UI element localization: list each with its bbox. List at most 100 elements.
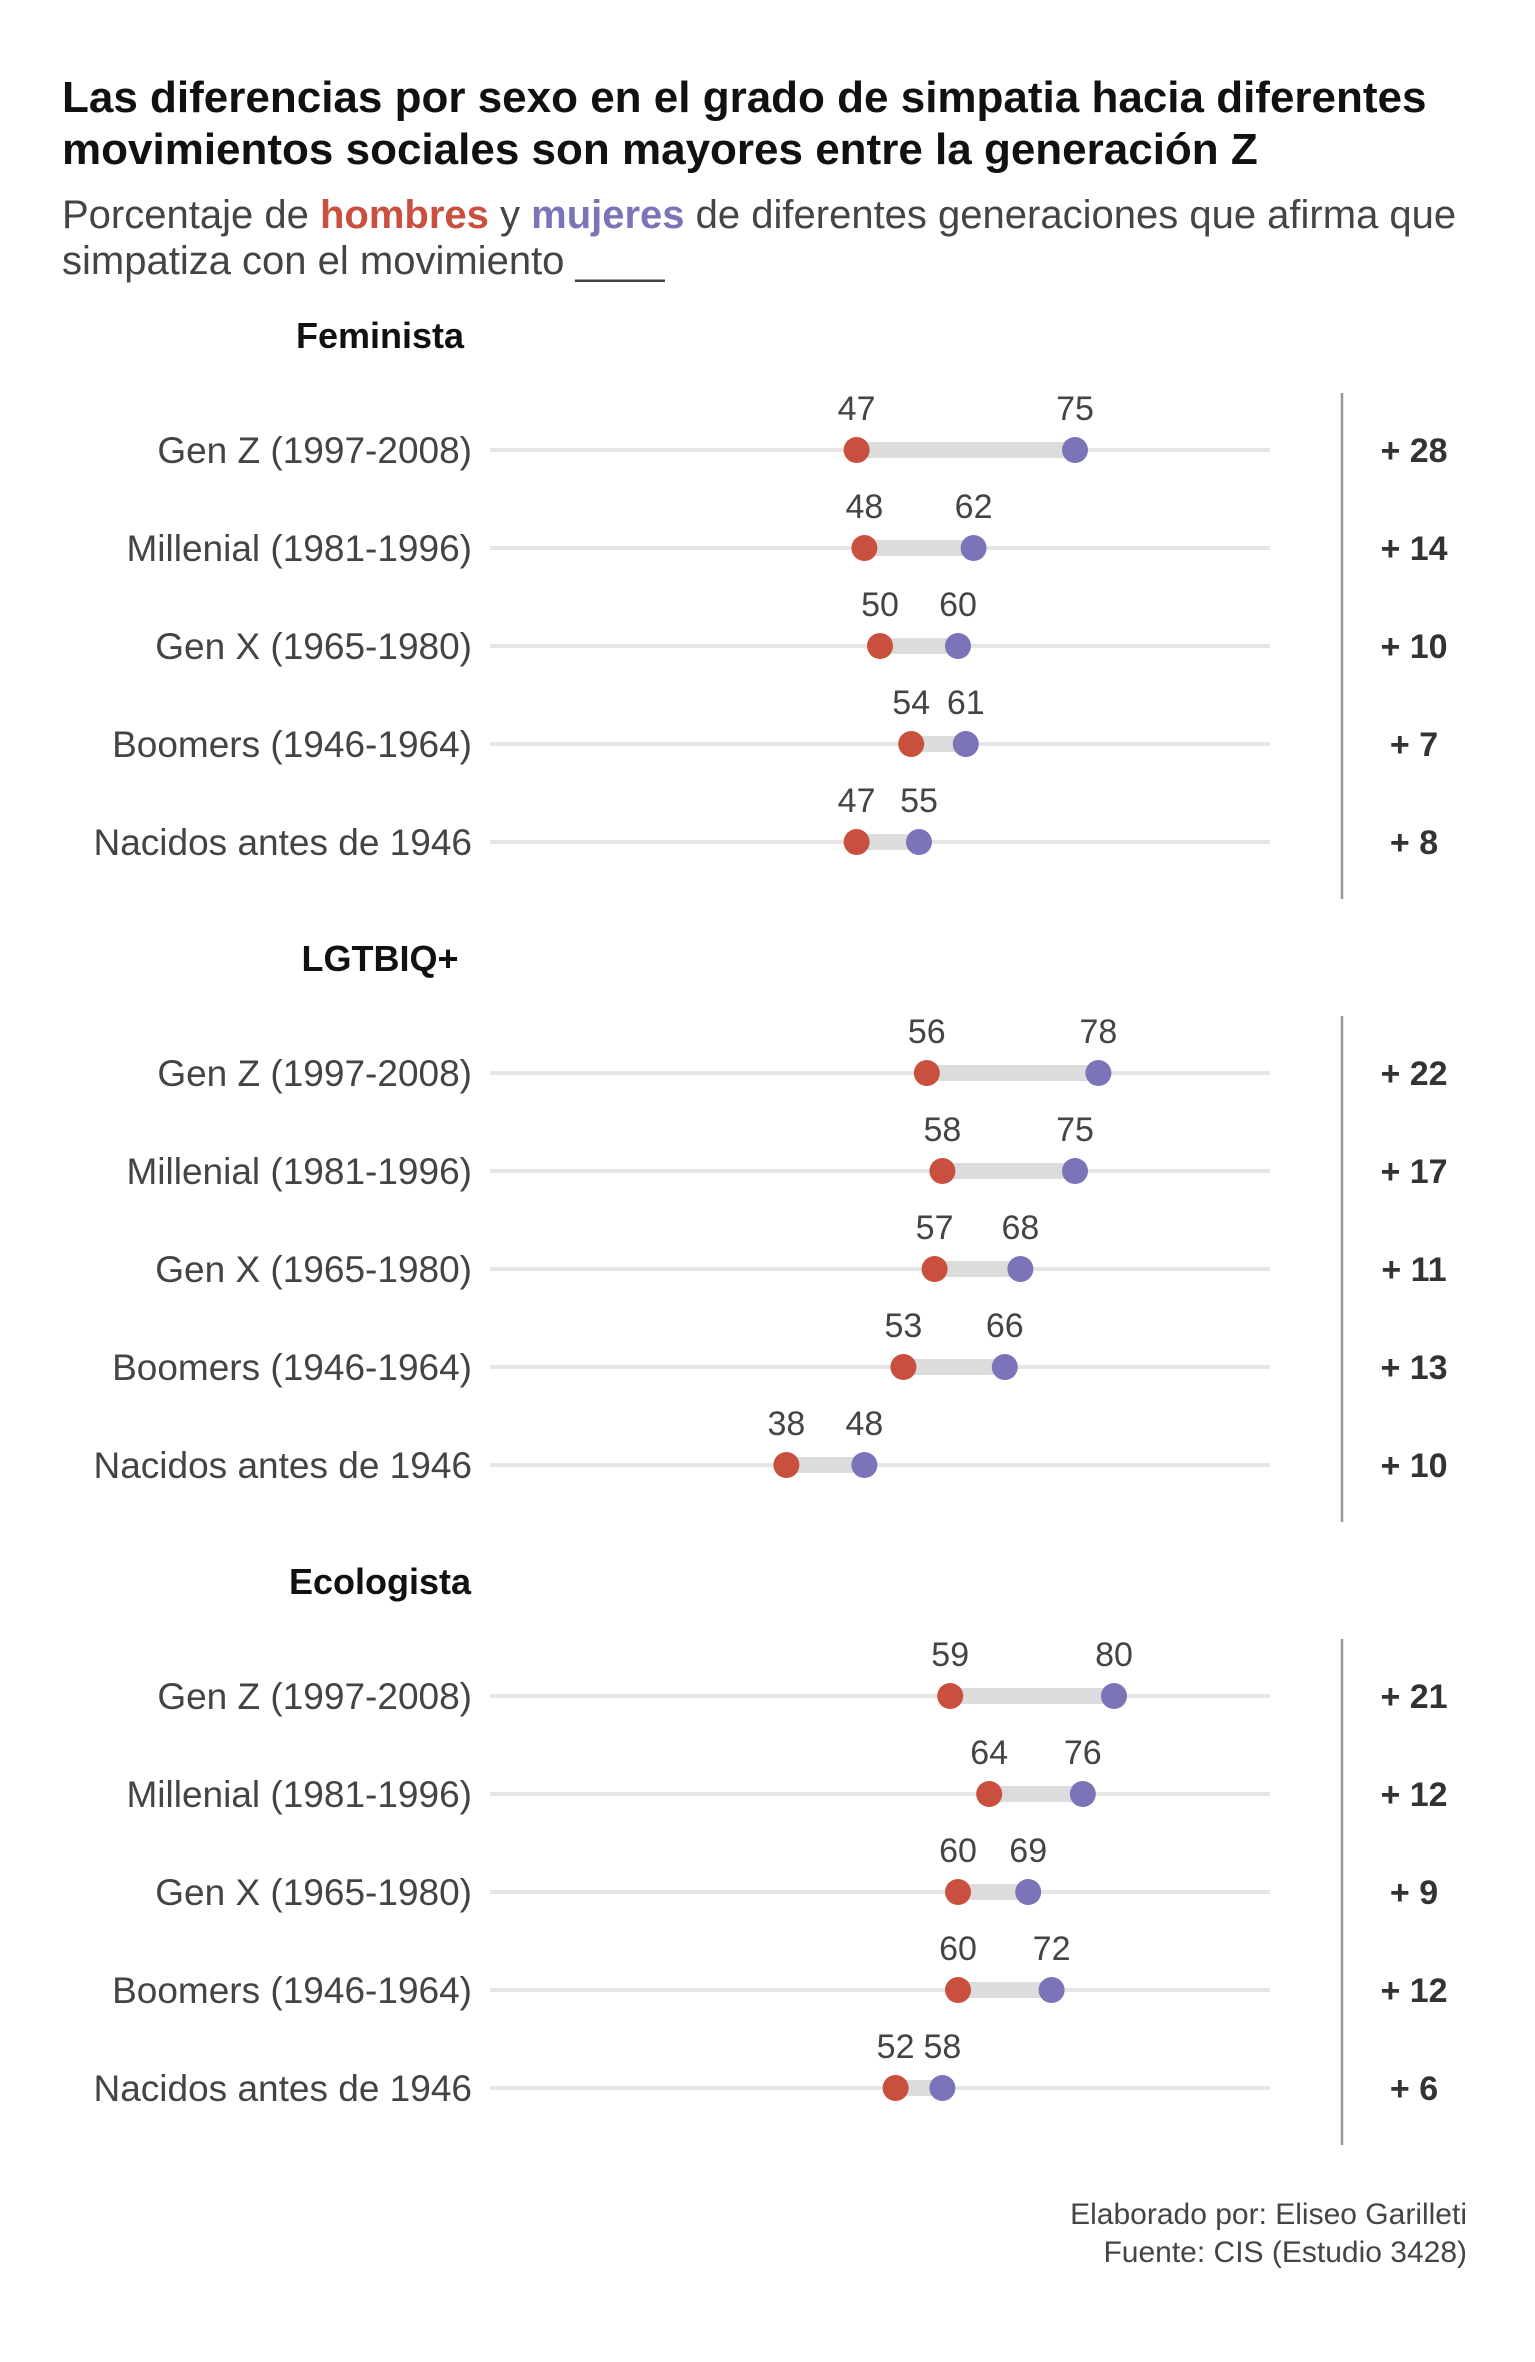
difference-label: + 9 bbox=[1390, 1874, 1438, 1912]
row-label: Gen X (1965-1980) bbox=[155, 1249, 472, 1290]
men-point bbox=[929, 1158, 956, 1184]
row-label: Boomers (1946-1964) bbox=[112, 1347, 472, 1388]
men-point bbox=[843, 829, 870, 855]
men-point bbox=[921, 1256, 948, 1282]
men-value-label: 60 bbox=[939, 1930, 977, 1968]
men-value-label: 38 bbox=[767, 1405, 805, 1443]
men-value-label: 47 bbox=[838, 390, 876, 428]
footer: Elaborado por: Eliseo Garilleti Fuente: … bbox=[1070, 2196, 1467, 2272]
men-value-label: 47 bbox=[838, 782, 876, 820]
men-point bbox=[890, 1354, 917, 1380]
men-value-label: 48 bbox=[845, 488, 883, 526]
women-value-label: 66 bbox=[986, 1307, 1024, 1345]
men-value-label: 59 bbox=[931, 1636, 969, 1674]
subtitle-prefix: Porcentaje de bbox=[62, 193, 320, 237]
row-label: Gen Z (1997-2008) bbox=[157, 1053, 472, 1094]
women-point bbox=[1062, 1158, 1088, 1184]
women-value-label: 78 bbox=[1079, 1013, 1117, 1051]
row-label: Boomers (1946-1964) bbox=[112, 1970, 472, 2011]
men-value-label: 60 bbox=[939, 1832, 977, 1870]
row-label: Boomers (1946-1964) bbox=[112, 724, 472, 765]
difference-label: + 12 bbox=[1380, 1776, 1447, 1814]
row-label: Nacidos antes de 1946 bbox=[94, 1445, 473, 1486]
panel-title: Ecologista bbox=[289, 1561, 472, 1602]
men-point bbox=[882, 2075, 909, 2101]
women-point bbox=[1062, 437, 1088, 463]
difference-label: + 11 bbox=[1381, 1251, 1446, 1289]
women-value-label: 48 bbox=[845, 1405, 883, 1443]
difference-label: + 14 bbox=[1380, 530, 1447, 568]
legend-men-label: hombres bbox=[319, 193, 489, 237]
men-value-label: 54 bbox=[892, 684, 930, 722]
difference-label: + 21 bbox=[1380, 1678, 1447, 1716]
footer-source: Fuente: CIS (Estudio 3428) bbox=[1103, 2236, 1467, 2269]
men-point bbox=[945, 1977, 971, 2003]
difference-label: + 8 bbox=[1390, 824, 1438, 862]
difference-label: + 12 bbox=[1380, 1972, 1447, 2010]
difference-label: + 7 bbox=[1390, 726, 1438, 764]
dumbbell-chart: Feminista Gen Z (1997-2008) 47 75 + 28 Millen… bbox=[94, 315, 1448, 2145]
women-value-label: 68 bbox=[1001, 1209, 1039, 1247]
chart-subtitle: Porcentaje de hombres y mujeres de difer… bbox=[62, 192, 1502, 284]
women-value-label: 61 bbox=[947, 684, 985, 722]
difference-label: + 10 bbox=[1380, 1447, 1447, 1485]
chart-title: Las diferencias por sexo en el grado de … bbox=[62, 73, 1427, 174]
women-point bbox=[1101, 1683, 1127, 1709]
row-label: Gen Z (1997-2008) bbox=[157, 430, 472, 471]
row-label: Millenial (1981-1996) bbox=[126, 1774, 472, 1815]
women-point bbox=[1085, 1060, 1112, 1086]
women-point bbox=[906, 829, 932, 855]
men-point bbox=[913, 1060, 940, 1086]
men-value-label: 64 bbox=[970, 1734, 1008, 1772]
women-value-label: 75 bbox=[1056, 1111, 1094, 1149]
women-point bbox=[1069, 1781, 1096, 1807]
women-value-label: 58 bbox=[923, 2028, 961, 2066]
women-value-label: 60 bbox=[939, 586, 977, 624]
difference-label: + 10 bbox=[1380, 628, 1447, 666]
row-label: Gen Z (1997-2008) bbox=[157, 1676, 472, 1717]
men-point bbox=[773, 1452, 800, 1478]
women-value-label: 55 bbox=[900, 782, 938, 820]
women-value-label: 75 bbox=[1056, 390, 1094, 428]
subtitle-suffix: de diferentes generaciones que afirma qu… bbox=[62, 193, 1457, 283]
women-value-label: 72 bbox=[1033, 1930, 1071, 1968]
panel-title: LGTBIQ+ bbox=[301, 938, 458, 979]
men-value-label: 53 bbox=[884, 1307, 922, 1345]
women-value-label: 80 bbox=[1095, 1636, 1133, 1674]
men-point bbox=[851, 535, 878, 561]
panel-title: Feminista bbox=[296, 315, 465, 356]
difference-label: + 6 bbox=[1390, 2070, 1438, 2108]
men-value-label: 52 bbox=[877, 2028, 915, 2066]
women-value-label: 69 bbox=[1009, 1832, 1047, 1870]
women-point bbox=[991, 1354, 1018, 1380]
women-point bbox=[1038, 1977, 1065, 2003]
difference-label: + 22 bbox=[1380, 1055, 1447, 1093]
women-value-label: 76 bbox=[1064, 1734, 1102, 1772]
women-point bbox=[1007, 1256, 1034, 1282]
men-value-label: 50 bbox=[861, 586, 899, 624]
subtitle-middle: y bbox=[488, 193, 532, 237]
difference-label: + 13 bbox=[1380, 1349, 1447, 1387]
men-value-label: 56 bbox=[908, 1013, 946, 1051]
row-label: Millenial (1981-1996) bbox=[126, 1151, 472, 1192]
difference-label: + 28 bbox=[1380, 432, 1447, 470]
men-value-label: 57 bbox=[916, 1209, 954, 1247]
men-point bbox=[945, 1879, 971, 1905]
difference-label: + 17 bbox=[1380, 1153, 1447, 1191]
women-point bbox=[851, 1452, 878, 1478]
men-point bbox=[976, 1781, 1003, 1807]
women-point bbox=[1015, 1879, 1042, 1905]
men-value-label: 58 bbox=[923, 1111, 961, 1149]
women-point bbox=[945, 633, 971, 659]
women-value-label: 62 bbox=[955, 488, 993, 526]
row-label: Gen X (1965-1980) bbox=[155, 626, 472, 667]
row-label: Nacidos antes de 1946 bbox=[94, 2068, 473, 2109]
men-point bbox=[937, 1683, 964, 1709]
women-point bbox=[952, 731, 979, 757]
row-label: Gen X (1965-1980) bbox=[155, 1872, 472, 1913]
women-point bbox=[960, 535, 987, 561]
row-label: Nacidos antes de 1946 bbox=[94, 822, 473, 863]
men-point bbox=[843, 437, 870, 463]
men-point bbox=[867, 633, 893, 659]
men-point bbox=[898, 731, 925, 757]
